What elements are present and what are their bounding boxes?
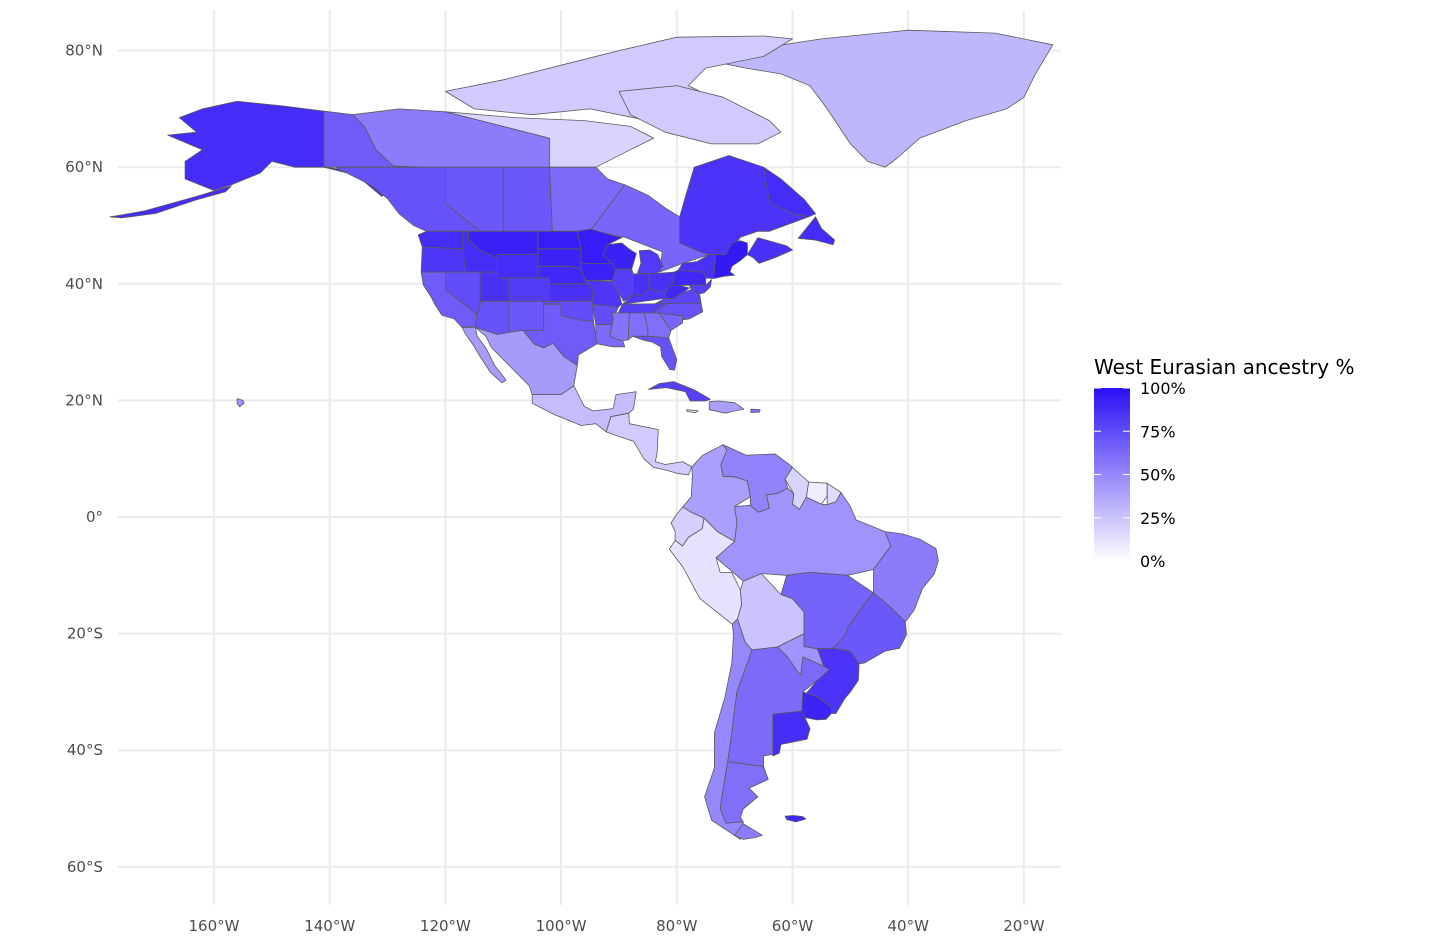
region-north-dakota: North Dakota bbox=[537, 230, 582, 250]
region-aleutian-islands: Aleutian Islands bbox=[109, 185, 232, 219]
y-tick-label: 80°N bbox=[65, 42, 103, 60]
legend-title: West Eurasian ancestry % bbox=[1094, 355, 1355, 379]
x-tick-label: 60°W bbox=[772, 917, 814, 935]
region-iowa: Iowa bbox=[580, 262, 616, 281]
x-tick-label: 20°W bbox=[1003, 917, 1045, 935]
y-tick-label: 60°S bbox=[67, 858, 103, 876]
region-maritime-provinces: Maritime Provinces bbox=[747, 237, 793, 264]
region-quebec: Quebec bbox=[679, 155, 810, 256]
region-pennsylvania: Pennsylvania bbox=[673, 269, 707, 286]
region-mid-atlantic: Mid-Atlantic bbox=[689, 279, 712, 295]
region-cuba: Cuba bbox=[648, 381, 711, 402]
y-tick-label: 0° bbox=[86, 508, 103, 526]
region-wyoming: Wyoming bbox=[497, 254, 539, 279]
legend-tick-label: 50% bbox=[1140, 466, 1176, 485]
region-hispaniola: Hispaniola bbox=[708, 400, 745, 414]
y-tick-label: 40°N bbox=[65, 275, 103, 293]
region-nunavut: Nunavut bbox=[444, 111, 655, 168]
region-tierra-del-fuego: Tierra del Fuego bbox=[734, 823, 763, 840]
region-newfoundland-and-labrador: Newfoundland and Labrador bbox=[763, 166, 816, 218]
region-alaska: Alaska bbox=[167, 100, 325, 191]
latitude-tick-labels: 80°N 60°N 40°N 20°N 0° 20°S 40°S 60°S bbox=[65, 42, 103, 876]
longitude-tick-labels: 160°W 140°W 120°W 100°W 80°W 60°W 40°W 20°W bbox=[189, 917, 1045, 935]
region-buenos-aires: Buenos Aires bbox=[772, 710, 811, 757]
region-peru: Peru bbox=[668, 517, 742, 625]
y-tick-label: 20°S bbox=[67, 625, 103, 643]
region-kansas: Kansas bbox=[549, 283, 593, 302]
region-illinois: Illinois bbox=[610, 268, 634, 302]
y-tick-label: 20°N bbox=[65, 391, 103, 409]
region-brazil-northeast: Brazil Northeast bbox=[873, 531, 939, 623]
legend: West Eurasian ancestry % 100% 75% 50% 25% 0% bbox=[1094, 355, 1355, 571]
map-regions: GreenlandAlaskaAleutian IslandsAlaska Pa… bbox=[109, 29, 1054, 840]
region-jamaica: Jamaica bbox=[686, 409, 699, 414]
y-tick-label: 40°S bbox=[67, 741, 103, 759]
region-michigan: Michigan bbox=[637, 249, 664, 275]
region-baffin-island: Baffin Island bbox=[618, 85, 782, 145]
region-saskatchewan: Saskatchewan bbox=[502, 166, 553, 232]
region-suriname: Suriname bbox=[806, 481, 828, 505]
region-brazil-southeast: Brazil Southeast bbox=[832, 592, 907, 665]
legend-tick-label: 25% bbox=[1140, 509, 1176, 528]
legend-tick-label: 0% bbox=[1140, 552, 1165, 571]
region-central-america: Central America bbox=[605, 412, 693, 476]
x-tick-label: 140°W bbox=[304, 917, 355, 935]
region-puerto-rico: Puerto Rico bbox=[750, 408, 761, 414]
legend-tick-label: 75% bbox=[1140, 422, 1176, 441]
region-brazil-north: Brazil North bbox=[715, 487, 892, 582]
region-greenland: Greenland bbox=[716, 29, 1054, 168]
region-colorado: Colorado bbox=[508, 277, 550, 302]
region-falkland-islands: Falkland Islands bbox=[784, 815, 807, 823]
x-tick-label: 100°W bbox=[536, 917, 587, 935]
region-oregon: Oregon bbox=[420, 246, 467, 273]
region-washington: Washington bbox=[417, 230, 464, 250]
region-central-mexico: Central Mexico bbox=[531, 385, 637, 433]
legend-tick-label: 100% bbox=[1140, 379, 1186, 398]
region-mississippi: Mississippi bbox=[609, 312, 630, 342]
x-tick-label: 80°W bbox=[656, 917, 698, 935]
region-patagonia: Patagonia bbox=[719, 761, 769, 824]
region-newfoundland-island: Newfoundland Island bbox=[797, 216, 836, 246]
legend-ticks: 100% 75% 50% 25% 0% bbox=[1094, 379, 1186, 571]
region-british-columbia: British Columbia bbox=[335, 166, 481, 232]
y-tick-label: 60°N bbox=[65, 158, 103, 176]
region-brazil-south: Brazil South bbox=[806, 647, 860, 714]
region-new-mexico: New Mexico bbox=[508, 300, 545, 335]
region-hawaii: Hawaii bbox=[236, 398, 245, 408]
region-baja-california: Baja California bbox=[461, 327, 507, 384]
x-tick-label: 40°W bbox=[887, 917, 929, 935]
x-tick-label: 120°W bbox=[420, 917, 471, 935]
x-tick-label: 160°W bbox=[189, 917, 240, 935]
region-new-england: New England bbox=[712, 240, 748, 280]
region-northern-mexico: Northern Mexico bbox=[475, 327, 578, 396]
region-florida: Florida bbox=[632, 335, 678, 371]
